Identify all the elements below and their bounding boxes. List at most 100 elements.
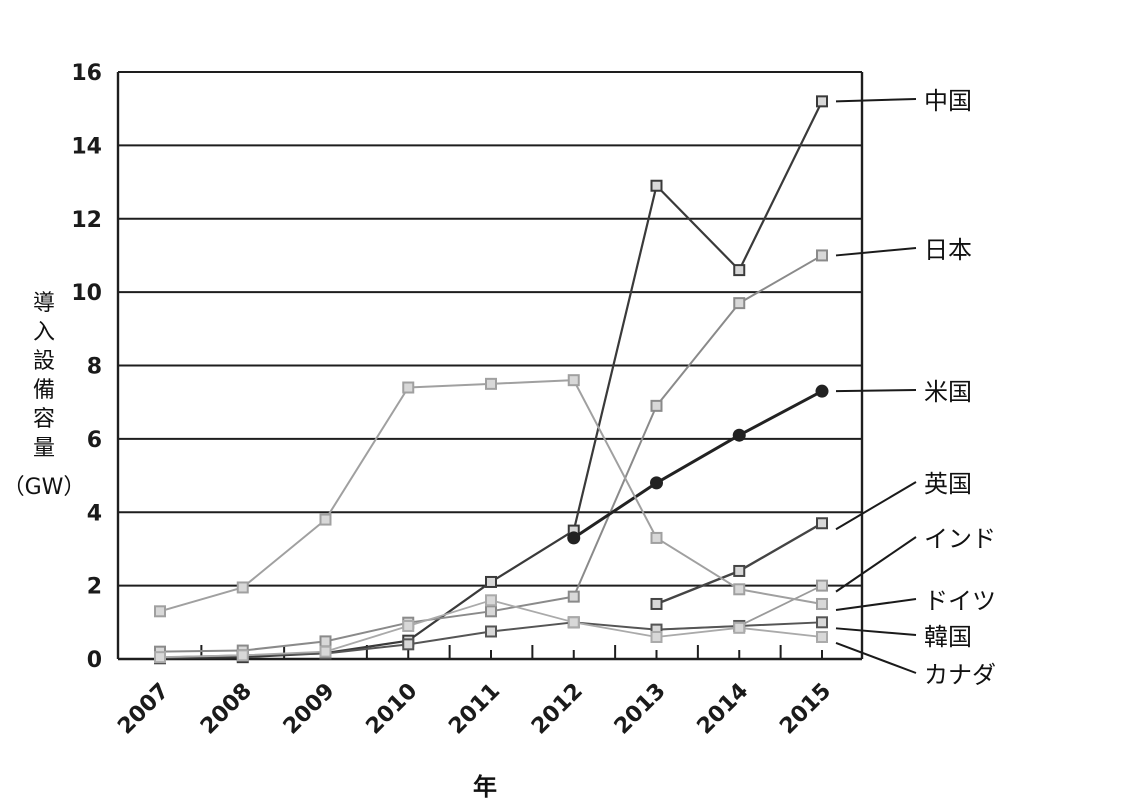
legend-entry-0: 中国 [835, 87, 972, 115]
y-tick-label: 2 [87, 575, 102, 600]
data-point [733, 621, 746, 634]
legend-leader-line [835, 642, 917, 674]
data-point [650, 399, 663, 412]
y-tick-label: 0 [87, 648, 102, 673]
x-tick-label: 2011 [444, 679, 505, 740]
data-point [485, 605, 497, 618]
data-point [236, 581, 249, 594]
data-point [650, 476, 663, 490]
y-axis-label-char: 備 [33, 378, 55, 403]
data-point [402, 638, 415, 651]
legend-entry-7: カナダ [835, 642, 996, 689]
series-7 [154, 594, 828, 664]
series-layer [154, 95, 829, 665]
data-point [402, 381, 415, 394]
data-point [816, 517, 828, 530]
data-point [485, 575, 497, 588]
legend-leader-line [835, 98, 917, 103]
y-axis-label-char: 導 [33, 291, 55, 316]
data-point [733, 583, 746, 596]
data-point [567, 590, 580, 603]
grid-lines [118, 71, 862, 660]
data-point [319, 513, 332, 526]
data-point [816, 249, 828, 262]
series-3 [650, 517, 828, 610]
data-point [733, 264, 746, 277]
x-axis-label: 年 [473, 773, 497, 801]
legend-label: カナダ [924, 661, 996, 689]
legend-label: 韓国 [924, 623, 972, 651]
data-point [567, 374, 580, 387]
legend-leader-line [835, 536, 917, 593]
data-point [650, 179, 663, 192]
data-point [567, 531, 581, 545]
x-tick-label: 2012 [527, 679, 588, 740]
legend-leader-line [835, 598, 917, 611]
data-point [567, 616, 580, 629]
legend-leader-line [835, 627, 917, 636]
x-tick-label: 2008 [196, 679, 257, 740]
legend-entry-5: ドイツ [835, 587, 996, 615]
legend-leader-line [835, 247, 917, 257]
legend-entry-6: 韓国 [835, 623, 972, 651]
legend-label: 中国 [924, 87, 972, 115]
data-point [816, 579, 828, 592]
data-point [485, 377, 497, 390]
y-tick-labels: 0 2 4 6 8 10 12 14 16 [71, 61, 102, 673]
data-point [816, 597, 828, 610]
x-tick-label: 2010 [362, 679, 423, 740]
data-point [816, 616, 828, 629]
legend-label: 日本 [924, 236, 972, 264]
y-axis-label-char: 量 [33, 436, 55, 461]
y-tick-label: 12 [71, 208, 102, 233]
data-point [816, 95, 828, 108]
series-2 [567, 384, 829, 545]
y-tick-label: 16 [71, 61, 102, 86]
legend-label: ドイツ [924, 587, 996, 615]
data-point [402, 619, 415, 632]
x-tick-label: 2015 [775, 679, 836, 740]
series-line [572, 389, 823, 540]
x-tick-label: 2007 [113, 679, 174, 740]
data-point [733, 564, 746, 577]
y-axis-label-char: 容 [33, 407, 55, 432]
data-point [732, 428, 746, 442]
data-point [815, 384, 829, 398]
data-point [319, 645, 332, 658]
legend-leader-line [835, 481, 917, 531]
legend-entry-1: 日本 [835, 236, 972, 264]
legend-entry-3: 英国 [835, 470, 972, 531]
y-tick-label: 6 [87, 428, 102, 453]
data-point [816, 630, 828, 643]
data-point [236, 649, 249, 662]
series-5 [154, 374, 828, 618]
y-axis-unit: （GW） [3, 475, 86, 500]
y-axis-label-char: 入 [33, 320, 55, 345]
data-point [650, 597, 663, 610]
y-tick-label: 8 [87, 355, 102, 380]
legend-leader-line [835, 389, 917, 393]
legend-entry-4: インド [835, 525, 996, 593]
y-tick-label: 14 [71, 134, 102, 159]
x-tick-label: 2014 [693, 679, 754, 740]
y-tick-label: 4 [87, 501, 102, 526]
legend-label: インド [924, 525, 996, 553]
x-tick-label: 2009 [279, 679, 340, 740]
legend-label: 英国 [924, 470, 972, 498]
data-point [485, 594, 497, 607]
legend-label: 米国 [924, 378, 972, 406]
legend-entry-2: 米国 [835, 378, 972, 406]
y-axis-label-char: 設 [33, 349, 55, 374]
data-point [485, 625, 497, 638]
series-line [159, 254, 823, 653]
data-point [650, 531, 663, 544]
data-point [650, 630, 663, 643]
data-point [733, 297, 746, 310]
y-tick-label: 10 [71, 281, 102, 306]
data-point [154, 605, 166, 618]
x-tick-label: 2013 [610, 679, 671, 740]
data-point [154, 651, 166, 664]
